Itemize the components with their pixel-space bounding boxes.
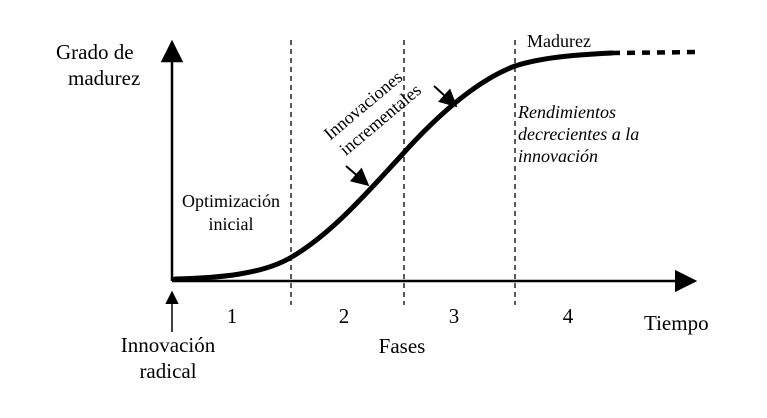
s-curve	[172, 50, 615, 282]
y-axis-label-line2: madurez	[68, 66, 140, 90]
optimization-label-line2: inicial	[209, 214, 254, 234]
origin-label-line2: radical	[139, 359, 196, 383]
phase-number-1: 1	[227, 304, 238, 328]
origin-label-line1: Innovación	[121, 333, 216, 357]
phase-number-3: 3	[449, 304, 460, 328]
diminishing-label-line1: Rendimientos	[517, 102, 616, 122]
diminishing-label-line3: innovación	[518, 146, 598, 166]
y-axis-label-line1: Grado de	[56, 40, 134, 64]
phase-number-4: 4	[563, 304, 574, 328]
phases-label: Fases	[379, 334, 426, 358]
x-axis-label: Tiempo	[644, 311, 709, 335]
s-curve-continuation	[611, 49, 701, 56]
maturity-label: Madurez	[527, 31, 591, 51]
arrow-incremental-2	[433, 85, 458, 108]
optimization-label-line1: Optimización	[182, 191, 280, 211]
arrow-incremental-1	[345, 165, 370, 187]
diminishing-label-line2: decrecientes a la	[518, 124, 639, 144]
phase-number-2: 2	[339, 304, 350, 328]
